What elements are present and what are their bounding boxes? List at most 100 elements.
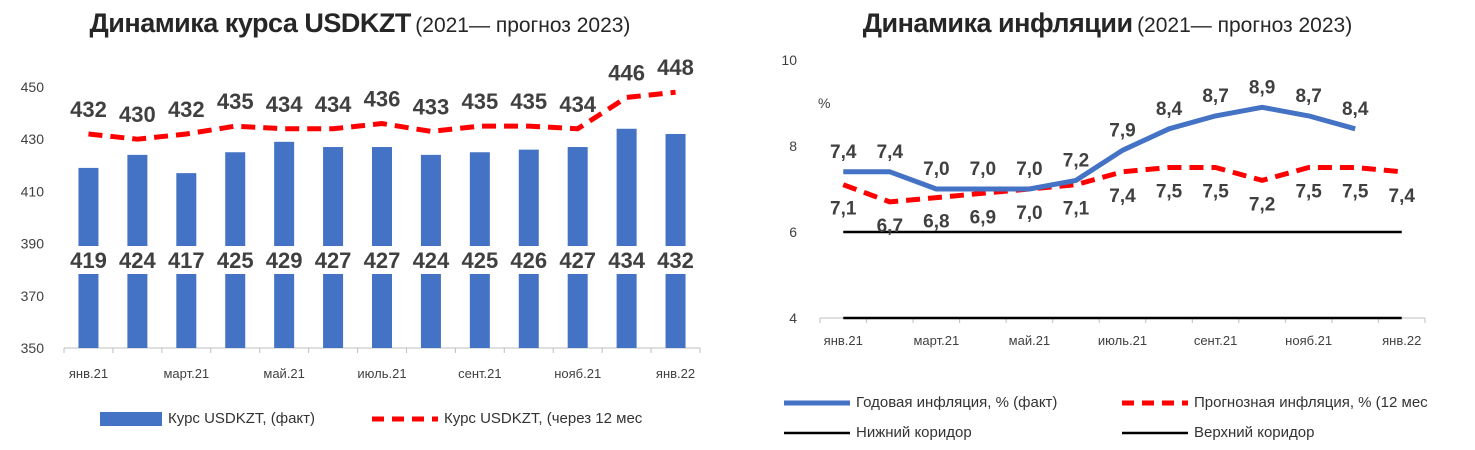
legend-upper-label: Верхний коридор [1194, 424, 1315, 441]
legend-black-line-swatch [784, 431, 850, 434]
bar-data-label: 427 [364, 248, 401, 273]
forecast-data-label: 432 [168, 97, 205, 122]
inflation-legend: Годовая инфляция, % (факт) Прогнозная ин… [740, 0, 1475, 450]
x-tick-label: янв.21 [824, 333, 863, 348]
forecast-data-label: 7,5 [1202, 182, 1229, 203]
bar-data-label: 417 [168, 248, 205, 273]
bar-data-label-bg [359, 246, 405, 274]
actual-data-label: 8,4 [1342, 99, 1369, 120]
usdkzt-chart-panel: Динамика курса USDKZT (2021— прогноз 202… [0, 0, 720, 450]
forecast-data-label: 436 [364, 87, 401, 112]
legend-forecast-label: Курс USDKZT, (через 12 мес [444, 410, 643, 427]
forecast-data-label: 435 [217, 89, 254, 114]
legend-fact-label: Годовая инфляция, % (факт) [856, 394, 1058, 411]
x-tick-label: нояб.21 [554, 366, 601, 381]
legend-blue-line-swatch [784, 400, 850, 405]
forecast-data-label: 433 [413, 94, 450, 119]
forecast-data-label: 7,5 [1342, 182, 1369, 203]
legend-dashed-red-swatch [1122, 400, 1188, 405]
forecast-data-label: 430 [119, 102, 156, 127]
y-tick-label: 350 [21, 340, 45, 356]
x-tick-label: июль.21 [1098, 333, 1147, 348]
actual-inflation-line [843, 104, 1356, 192]
forecast-data-label: 7,1 [830, 199, 857, 220]
x-tick-label: март.21 [163, 366, 209, 381]
bar-data-label: 424 [119, 248, 156, 273]
bar-data-label-bg [163, 246, 210, 274]
forecast-data-label: 7,5 [1156, 182, 1183, 203]
bar-data-label-bg [65, 246, 112, 274]
bar-data-label-bg [212, 246, 259, 274]
y-tick-label: 8 [789, 138, 797, 154]
legend-bar-swatch [100, 411, 162, 426]
legend-forecast-infl-label: Прогнозная инфляция, % (12 мес [1194, 394, 1428, 411]
forecast-data-label: 448 [657, 55, 694, 80]
x-tick-label: сент.21 [1194, 333, 1238, 348]
forecast-line [88, 89, 676, 142]
bar-data-label-bg [407, 246, 454, 274]
forecast-data-label: 434 [315, 92, 352, 117]
y-tick-label: 430 [21, 131, 45, 147]
legend-dashed-red-swatch [372, 416, 438, 421]
x-tick-label: май.21 [1009, 333, 1051, 348]
forecast-data-label: 434 [266, 92, 303, 117]
forecast-data-label: 7,4 [1389, 186, 1416, 207]
usdkzt-chart-svg: 350 370 390 410 430 450 янв.21 март.21 май.21 июл… [21, 55, 701, 381]
inflation-title-main: Динамика инфляции [862, 8, 1133, 38]
actual-data-label: 7,0 [1016, 159, 1042, 180]
legend-item-fact: Годовая инфляция, % (факт) [782, 394, 1057, 411]
actual-data-label: 7,2 [1063, 150, 1089, 171]
forecast-inflation-line [842, 165, 1402, 205]
x-tick-label: янв.22 [1382, 333, 1421, 348]
bar-data-label-bg [505, 246, 552, 274]
forecast-data-label: 7,1 [1063, 199, 1090, 220]
bar-data-label-bg [554, 246, 601, 274]
inflation-chart-title: Динамика инфляции (2021— прогноз 2023) [740, 8, 1475, 39]
forecast-data-label: 7,0 [1016, 203, 1042, 224]
legend-lower-label: Нижний коридор [856, 424, 972, 441]
y-tick-label: 390 [21, 236, 45, 252]
y-tick-label: 410 [21, 183, 45, 199]
usdkzt-legend: Курс USDKZT, (факт) Курс USDKZT, (через … [0, 0, 720, 450]
x-tick-label: июль.21 [357, 366, 406, 381]
forecast-data-label: 7,4 [1109, 186, 1136, 207]
bar-data-label: 425 [461, 248, 498, 273]
inflation-chart-svg: 4 6 8 10% янв.21 март.21 май.21 июль.21 сент.21 н… [781, 52, 1426, 348]
bar-data-label-bg [261, 246, 308, 274]
legend-item-forecast-infl: Прогнозная инфляция, % (12 мес [1120, 394, 1428, 411]
forecast-data-label: 435 [461, 89, 498, 114]
bar-data-label: 424 [413, 248, 450, 273]
forecast-data-label: 6,9 [970, 207, 996, 228]
bar [665, 133, 686, 348]
y-tick-label: 450 [21, 79, 45, 95]
forecast-data-label: 435 [510, 89, 547, 114]
x-tick-label: янв.21 [69, 366, 108, 381]
y-tick-label: 4 [789, 310, 797, 326]
forecast-data-label: 6,8 [923, 212, 949, 233]
actual-data-label: 7,4 [877, 142, 904, 163]
legend-black-line-swatch [1122, 431, 1188, 434]
y-tick-label: 10 [781, 52, 797, 68]
bar [274, 141, 295, 348]
bar-data-label-bg [603, 246, 650, 274]
bar-data-label: 434 [608, 248, 645, 273]
x-tick-label: нояб.21 [1285, 333, 1332, 348]
bar-data-label: 426 [510, 248, 547, 273]
legend-bars-label: Курс USDKZT, (факт) [168, 410, 316, 427]
bar-data-label: 427 [315, 248, 352, 273]
actual-data-label: 8,7 [1295, 86, 1321, 107]
legend-item-forecast: Курс USDKZT, (через 12 мес [370, 410, 642, 427]
usdkzt-title-sub: (2021— прогноз 2023) [415, 14, 631, 37]
bar [616, 128, 637, 348]
usdkzt-chart-title: Динамика курса USDKZT (2021— прогноз 202… [0, 8, 720, 39]
legend-item-upper: Верхний коридор [1120, 424, 1314, 441]
forecast-data-label: 446 [608, 60, 645, 85]
bar-data-label: 427 [559, 248, 596, 273]
x-tick-label: март.21 [913, 333, 959, 348]
y-tick-label: 6 [789, 224, 797, 240]
actual-data-label: 7,9 [1109, 120, 1135, 141]
bar-data-label: 425 [217, 248, 254, 273]
actual-data-label: 8,7 [1202, 86, 1228, 107]
bar-data-label: 432 [657, 248, 694, 273]
bar-data-label-bg [652, 246, 699, 274]
